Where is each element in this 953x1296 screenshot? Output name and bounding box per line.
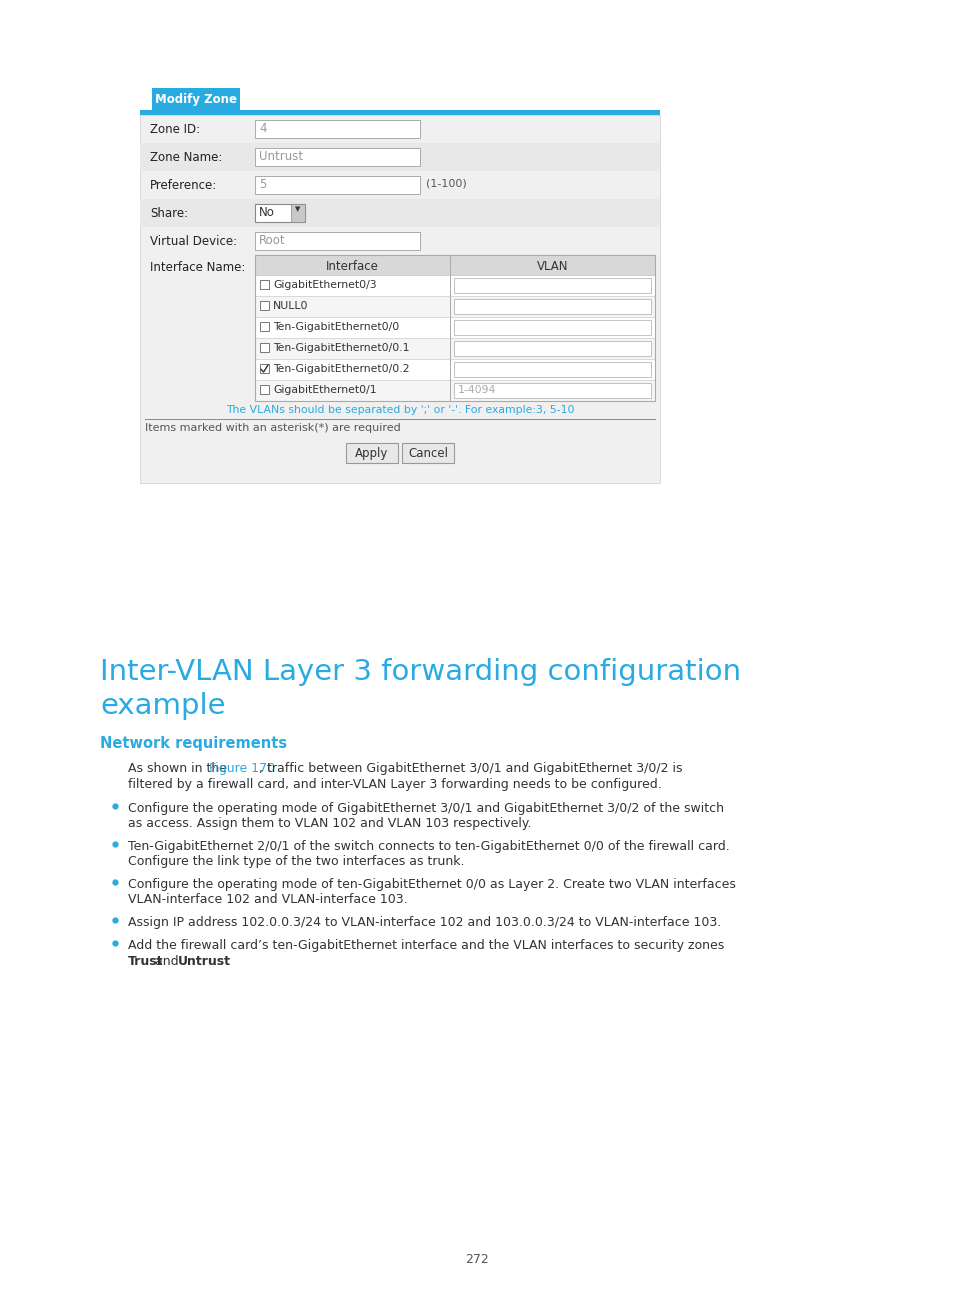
Text: GigabitEthernet0/1: GigabitEthernet0/1 <box>273 385 376 395</box>
Text: NULL0: NULL0 <box>273 301 308 311</box>
Text: and: and <box>152 955 183 968</box>
Bar <box>454 299 650 314</box>
Text: VLAN: VLAN <box>537 260 568 273</box>
Text: Configure the link type of the two interfaces as trunk.: Configure the link type of the two inter… <box>128 855 464 868</box>
Bar <box>454 320 650 334</box>
Text: (1-100): (1-100) <box>426 178 466 188</box>
Text: VLAN-interface 102 and VLAN-interface 103.: VLAN-interface 102 and VLAN-interface 10… <box>128 893 407 906</box>
Bar <box>454 279 650 293</box>
Text: GigabitEthernet0/3: GigabitEthernet0/3 <box>273 280 376 290</box>
Text: Items marked with an asterisk(*) are required: Items marked with an asterisk(*) are req… <box>145 422 400 433</box>
Bar <box>254 176 419 194</box>
Text: Cancel: Cancel <box>408 447 448 460</box>
Bar <box>254 338 655 359</box>
Bar <box>291 203 305 222</box>
Text: 1-4094: 1-4094 <box>457 385 496 395</box>
Text: Interface: Interface <box>326 260 378 273</box>
Text: 4: 4 <box>258 122 266 135</box>
Text: filtered by a firewall card, and inter-VLAN Layer 3 forwarding needs to be confi: filtered by a firewall card, and inter-V… <box>128 778 661 791</box>
Text: Ten-GigabitEthernet0/0: Ten-GigabitEthernet0/0 <box>273 321 399 332</box>
Text: Network requirements: Network requirements <box>100 736 287 750</box>
Bar <box>254 121 419 137</box>
Text: 272: 272 <box>465 1253 488 1266</box>
Text: Configure the operating mode of GigabitEthernet 3/0/1 and GigabitEthernet 3/0/2 : Configure the operating mode of GigabitE… <box>128 802 723 815</box>
Text: Interface Name:: Interface Name: <box>150 260 245 273</box>
Text: Configure the operating mode of ten-GigabitEthernet 0/0 as Layer 2. Create two V: Configure the operating mode of ten-Giga… <box>128 877 735 892</box>
Bar <box>401 443 454 463</box>
Text: Assign IP address 102.0.0.3/24 to VLAN-interface 102 and 103.0.0.3/24 to VLAN-in: Assign IP address 102.0.0.3/24 to VLAN-i… <box>128 916 720 929</box>
Bar <box>454 384 650 398</box>
Text: Zone ID:: Zone ID: <box>150 123 200 136</box>
Text: Ten-GigabitEthernet 2/0/1 of the switch connects to ten-GigabitEthernet 0/0 of t: Ten-GigabitEthernet 2/0/1 of the switch … <box>128 840 729 853</box>
Text: Trust: Trust <box>128 955 163 968</box>
Bar <box>140 143 659 171</box>
Text: Untrust: Untrust <box>258 150 303 163</box>
Bar <box>254 232 419 250</box>
Text: Apply: Apply <box>355 447 388 460</box>
Text: .: . <box>213 955 216 968</box>
Bar <box>254 255 655 400</box>
Bar <box>254 275 655 295</box>
Text: example: example <box>100 692 225 721</box>
Bar <box>254 359 655 380</box>
Bar <box>454 362 650 377</box>
Text: Figure 170: Figure 170 <box>209 762 274 775</box>
Text: Ten-GigabitEthernet0/0.1: Ten-GigabitEthernet0/0.1 <box>273 343 409 353</box>
Bar <box>254 203 305 222</box>
Bar <box>260 280 269 289</box>
Text: Preference:: Preference: <box>150 179 217 192</box>
Text: Modify Zone: Modify Zone <box>154 93 236 106</box>
Text: , traffic between GigabitEthernet 3/0/1 and GigabitEthernet 3/0/2 is: , traffic between GigabitEthernet 3/0/1 … <box>259 762 682 775</box>
Bar <box>254 255 655 275</box>
Text: as access. Assign them to VLAN 102 and VLAN 103 respectively.: as access. Assign them to VLAN 102 and V… <box>128 816 531 829</box>
Bar <box>260 321 269 330</box>
Bar <box>254 318 655 338</box>
Bar <box>346 443 397 463</box>
Bar <box>254 295 655 318</box>
Text: Inter-VLAN Layer 3 forwarding configuration: Inter-VLAN Layer 3 forwarding configurat… <box>100 658 740 686</box>
Text: Zone Name:: Zone Name: <box>150 152 222 165</box>
Text: ▼: ▼ <box>295 206 300 213</box>
Bar <box>260 385 269 394</box>
Text: Share:: Share: <box>150 207 188 220</box>
Bar <box>140 115 659 483</box>
Text: Ten-GigabitEthernet0/0.2: Ten-GigabitEthernet0/0.2 <box>273 364 409 375</box>
Text: Root: Root <box>258 235 285 248</box>
Text: Virtual Device:: Virtual Device: <box>150 235 237 248</box>
Bar <box>152 88 240 110</box>
Bar <box>140 110 659 115</box>
Bar <box>260 301 269 310</box>
Bar <box>254 148 419 166</box>
Bar <box>260 343 269 353</box>
Bar <box>454 341 650 356</box>
Text: As shown in the: As shown in the <box>128 762 231 775</box>
Bar <box>140 200 659 227</box>
Text: Add the firewall card’s ten-GigabitEthernet interface and the VLAN interfaces to: Add the firewall card’s ten-GigabitEther… <box>128 940 723 953</box>
Text: Untrust: Untrust <box>177 955 231 968</box>
Text: No: No <box>258 206 274 219</box>
Text: The VLANs should be separated by ';' or '-'. For example:3, 5-10: The VLANs should be separated by ';' or … <box>226 404 574 415</box>
Text: 5: 5 <box>258 178 266 191</box>
Bar <box>260 364 269 373</box>
Bar <box>254 380 655 400</box>
